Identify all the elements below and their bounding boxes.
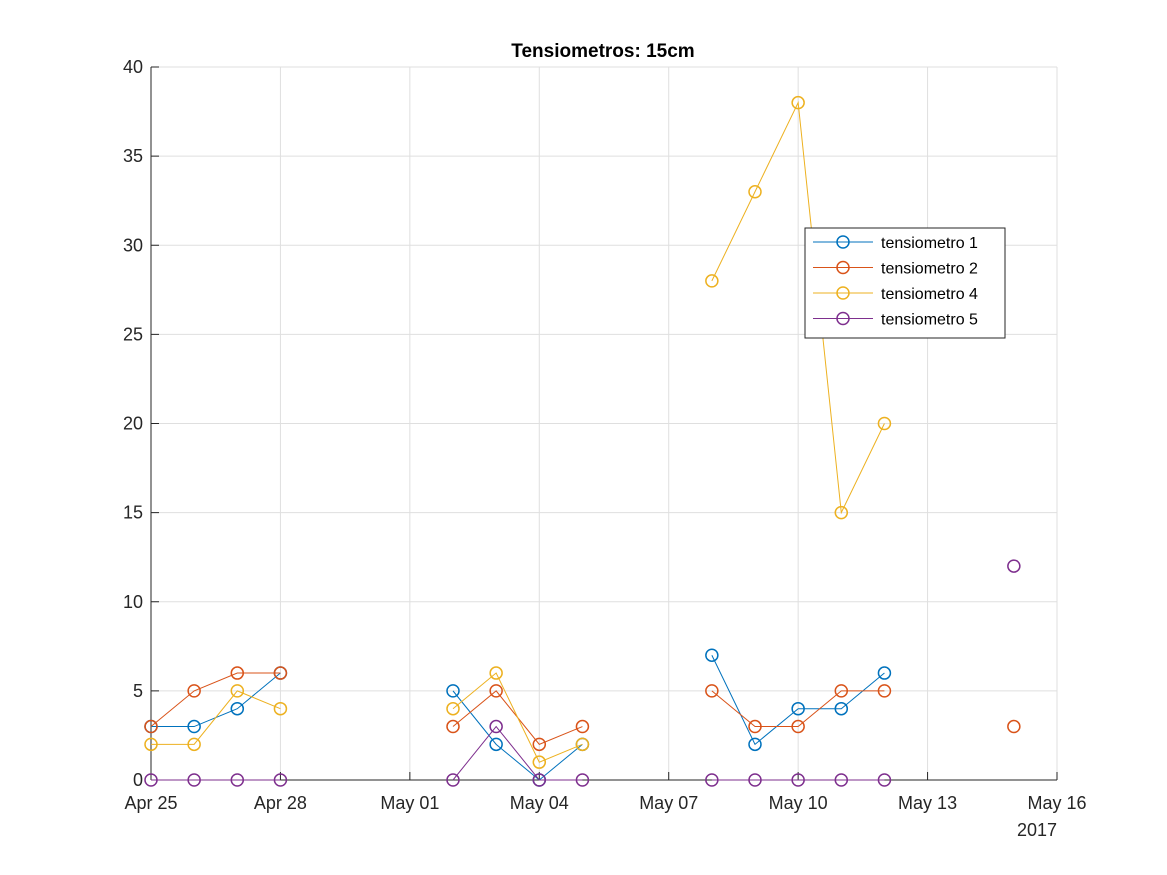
data-point — [877, 416, 892, 431]
data-point — [489, 719, 503, 734]
legend-item: tensiometro 1 — [813, 235, 978, 252]
data-point — [834, 505, 849, 520]
x-tick-label: May 10 — [769, 793, 828, 813]
data-point — [834, 701, 849, 716]
x-tick-label: Apr 25 — [124, 793, 177, 813]
series-line — [151, 690, 281, 745]
legend-item: tensiometro 4 — [813, 286, 978, 303]
series-line — [150, 672, 281, 727]
data-point — [446, 719, 460, 734]
legend-label: tensiometro 4 — [881, 286, 978, 303]
data-point — [791, 719, 805, 734]
data-point — [187, 773, 201, 787]
data-point — [705, 773, 719, 787]
data-point — [834, 773, 849, 787]
y-tick-label: 40 — [123, 57, 143, 77]
data-point — [187, 684, 201, 698]
y-tick-label: 30 — [123, 235, 143, 255]
data-point — [748, 737, 762, 752]
series-tensiometro-5 — [144, 559, 1021, 787]
x-tick-label: May 16 — [1027, 793, 1086, 813]
data-point — [446, 773, 460, 787]
series-line — [452, 690, 583, 781]
data-point — [273, 773, 288, 787]
x-tick-label: May 04 — [510, 793, 569, 813]
y-tick-label: 0 — [133, 770, 143, 790]
data-point — [748, 185, 762, 199]
data-point — [575, 719, 590, 734]
data-point — [705, 648, 719, 662]
data-point — [144, 719, 158, 734]
data-point — [705, 274, 719, 288]
data-point — [489, 737, 503, 752]
legend: tensiometro 1 tensiometro 2 tensiometro 4 t… — [804, 227, 1006, 339]
data-point — [748, 719, 762, 734]
series-group — [144, 95, 1021, 787]
legend-label: tensiometro 1 — [881, 235, 978, 252]
x-year-label: 2017 — [1017, 820, 1057, 840]
x-tick-label: May 13 — [898, 793, 957, 813]
legend-marker — [836, 311, 850, 326]
data-point — [446, 701, 460, 716]
data-point — [705, 684, 719, 698]
x-tick-label: May 01 — [380, 793, 439, 813]
y-tick-label: 20 — [123, 414, 143, 434]
data-point — [144, 773, 158, 787]
series-tensiometro-4 — [144, 95, 892, 769]
series-line — [711, 100, 885, 515]
y-tick-label: 25 — [123, 324, 143, 344]
data-point — [230, 684, 245, 698]
axes: Apr 25 Apr 28 May 01 May 04 May 07 May 10 May … — [123, 57, 1087, 840]
data-point — [273, 666, 288, 680]
data-point — [791, 95, 805, 110]
y-tick-label: 15 — [123, 503, 143, 523]
data-point — [791, 773, 805, 787]
data-point — [834, 684, 849, 698]
data-point — [1007, 719, 1021, 734]
data-point — [532, 755, 547, 769]
series-line — [452, 672, 583, 763]
legend-item: tensiometro 5 — [813, 312, 978, 329]
data-point — [877, 773, 892, 787]
data-point — [187, 719, 201, 734]
legend-item: tensiometro 2 — [813, 261, 978, 278]
y-tick-label: 5 — [133, 681, 143, 701]
data-point — [877, 684, 892, 698]
series-line — [711, 690, 885, 728]
data-point — [187, 737, 201, 752]
data-point — [144, 737, 158, 752]
legend-label: tensiometro 2 — [881, 261, 978, 278]
grid — [150, 66, 1058, 781]
series-line — [452, 725, 583, 781]
data-point — [575, 773, 590, 787]
data-point — [230, 701, 245, 716]
chart-title: Tensiometros: 15cm — [511, 41, 694, 62]
x-tick-label: Apr 28 — [254, 793, 307, 813]
data-point — [748, 773, 762, 787]
data-point — [575, 737, 590, 752]
data-point — [446, 684, 460, 698]
legend-marker — [836, 286, 850, 300]
data-point — [273, 701, 288, 716]
data-point — [532, 737, 547, 752]
y-tick-label: 35 — [123, 146, 143, 166]
x-tick-label: May 07 — [639, 793, 698, 813]
data-point — [489, 684, 503, 698]
data-point — [230, 773, 245, 787]
data-point — [532, 773, 547, 787]
legend-marker — [836, 235, 850, 249]
data-point — [1007, 559, 1021, 573]
legend-marker — [836, 260, 850, 275]
data-point — [791, 701, 805, 716]
data-point — [230, 666, 245, 680]
data-point — [489, 666, 503, 680]
legend-label: tensiometro 5 — [881, 312, 978, 329]
data-point — [877, 666, 892, 680]
y-tick-label: 10 — [123, 592, 143, 612]
